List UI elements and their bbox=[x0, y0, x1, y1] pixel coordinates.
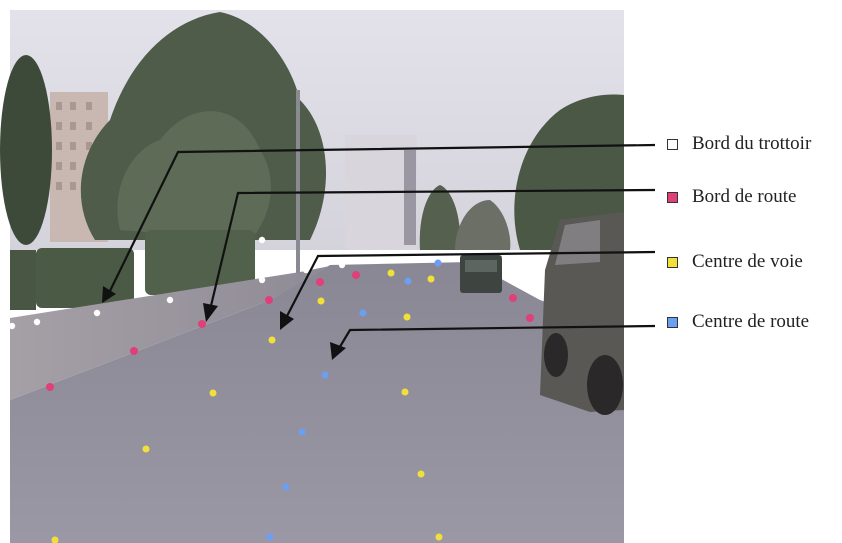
legend-label: Bord du trottoir bbox=[692, 133, 812, 154]
lane-center-dot bbox=[51, 536, 59, 543]
street-pole bbox=[296, 90, 300, 275]
lane-center-dot bbox=[427, 275, 435, 283]
sidewalk-edge-dot bbox=[514, 264, 522, 272]
arrow-road-center bbox=[337, 324, 656, 351]
road-edge-dot bbox=[509, 294, 517, 302]
lane-center-dot bbox=[401, 388, 409, 396]
legend-item-road-center: Centre de route bbox=[667, 311, 809, 333]
hedge-middle bbox=[145, 230, 255, 295]
tree-right bbox=[514, 94, 624, 250]
lane-center-dot bbox=[387, 269, 395, 277]
sidewalk-edge-dot bbox=[523, 272, 531, 280]
lane-center-dot bbox=[317, 297, 325, 305]
road-edge-dot bbox=[526, 314, 534, 322]
road-edge-dots bbox=[46, 271, 534, 391]
lane-center-dot bbox=[268, 336, 276, 344]
white-square-icon bbox=[667, 138, 678, 150]
road-center-dot bbox=[321, 371, 329, 379]
lane-center-dots bbox=[51, 269, 443, 543]
legend-item-road-edge: Bord de route bbox=[667, 186, 796, 208]
legend-label: Bord de route bbox=[692, 186, 797, 207]
sidewalk-edge-dot bbox=[8, 322, 16, 330]
road-edge-dot bbox=[46, 383, 54, 391]
road-edge-dot bbox=[198, 320, 206, 328]
road-edge-dot bbox=[316, 278, 324, 286]
sidewalk bbox=[10, 266, 330, 400]
lane-center-dot bbox=[142, 445, 150, 453]
legend-item-sidewalk-edge: Bord du trottoir bbox=[667, 133, 811, 155]
hedge-left bbox=[36, 248, 134, 308]
arrow-sidewalk-edge bbox=[107, 143, 656, 296]
legend-label: Centre de voie bbox=[692, 251, 803, 272]
road-center-dot bbox=[359, 309, 367, 317]
road-edge-dot bbox=[265, 296, 273, 304]
arrowhead bbox=[102, 286, 116, 303]
sidewalk-edge-dots bbox=[8, 236, 531, 330]
blue-square-icon bbox=[667, 316, 678, 328]
sidewalk-edge-dot bbox=[166, 296, 174, 304]
sidewalk-edge-dot bbox=[93, 309, 101, 317]
road-center-dot bbox=[298, 428, 306, 436]
lane-center-dot bbox=[403, 313, 411, 321]
yellow-square-icon bbox=[667, 256, 678, 268]
road-center-dot bbox=[404, 277, 412, 285]
road-center-dot bbox=[434, 259, 442, 267]
lane-center-dot bbox=[435, 533, 443, 541]
lane-center-dot bbox=[209, 389, 217, 397]
sidewalk-edge-dot bbox=[258, 236, 266, 244]
road bbox=[10, 262, 624, 543]
sidewalk-edge-dot bbox=[338, 261, 346, 269]
arrow-road-edge bbox=[208, 188, 656, 311]
arrow-lane-center bbox=[285, 250, 656, 319]
pink-square-icon bbox=[667, 191, 678, 203]
sidewalk-edge-dot bbox=[258, 276, 266, 284]
sidewalk-edge-dot bbox=[33, 318, 41, 326]
road-edge-dot bbox=[130, 347, 138, 355]
legend-label: Centre de route bbox=[692, 311, 810, 332]
lane-center-dot bbox=[417, 470, 425, 478]
arrowhead bbox=[280, 311, 294, 330]
road-center-dots bbox=[266, 259, 442, 541]
sidewalk-edge-dot bbox=[302, 266, 310, 274]
road-edge-dot bbox=[352, 271, 360, 279]
road-center-dot bbox=[282, 483, 290, 491]
arrowhead bbox=[203, 303, 218, 322]
tree-left-edge bbox=[0, 55, 52, 245]
road-center-dot bbox=[266, 533, 274, 541]
sidewalk-edge-dot bbox=[501, 254, 509, 262]
arrowhead bbox=[330, 342, 346, 360]
legend-item-lane-center: Centre de voie bbox=[667, 251, 803, 273]
annotation-arrows bbox=[107, 143, 656, 351]
